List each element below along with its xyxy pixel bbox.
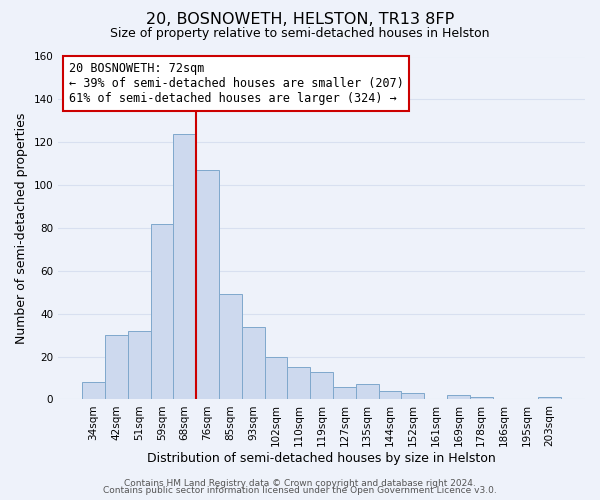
Bar — [470, 398, 493, 400]
X-axis label: Distribution of semi-detached houses by size in Helston: Distribution of semi-detached houses by … — [147, 452, 496, 465]
Bar — [82, 382, 105, 400]
Bar — [333, 386, 356, 400]
Bar — [128, 331, 151, 400]
Bar — [151, 224, 173, 400]
Bar — [401, 393, 424, 400]
Bar — [287, 368, 310, 400]
Bar — [173, 134, 196, 400]
Bar — [379, 391, 401, 400]
Bar — [219, 294, 242, 400]
Y-axis label: Number of semi-detached properties: Number of semi-detached properties — [15, 112, 28, 344]
Bar — [356, 384, 379, 400]
Bar — [265, 356, 287, 400]
Text: Size of property relative to semi-detached houses in Helston: Size of property relative to semi-detach… — [110, 28, 490, 40]
Bar — [196, 170, 219, 400]
Text: 20, BOSNOWETH, HELSTON, TR13 8FP: 20, BOSNOWETH, HELSTON, TR13 8FP — [146, 12, 454, 28]
Bar — [310, 372, 333, 400]
Text: Contains public sector information licensed under the Open Government Licence v3: Contains public sector information licen… — [103, 486, 497, 495]
Bar — [105, 335, 128, 400]
Bar — [242, 326, 265, 400]
Text: 20 BOSNOWETH: 72sqm
← 39% of semi-detached houses are smaller (207)
61% of semi-: 20 BOSNOWETH: 72sqm ← 39% of semi-detach… — [69, 62, 404, 104]
Bar — [447, 395, 470, 400]
Bar — [538, 398, 561, 400]
Text: Contains HM Land Registry data © Crown copyright and database right 2024.: Contains HM Land Registry data © Crown c… — [124, 478, 476, 488]
